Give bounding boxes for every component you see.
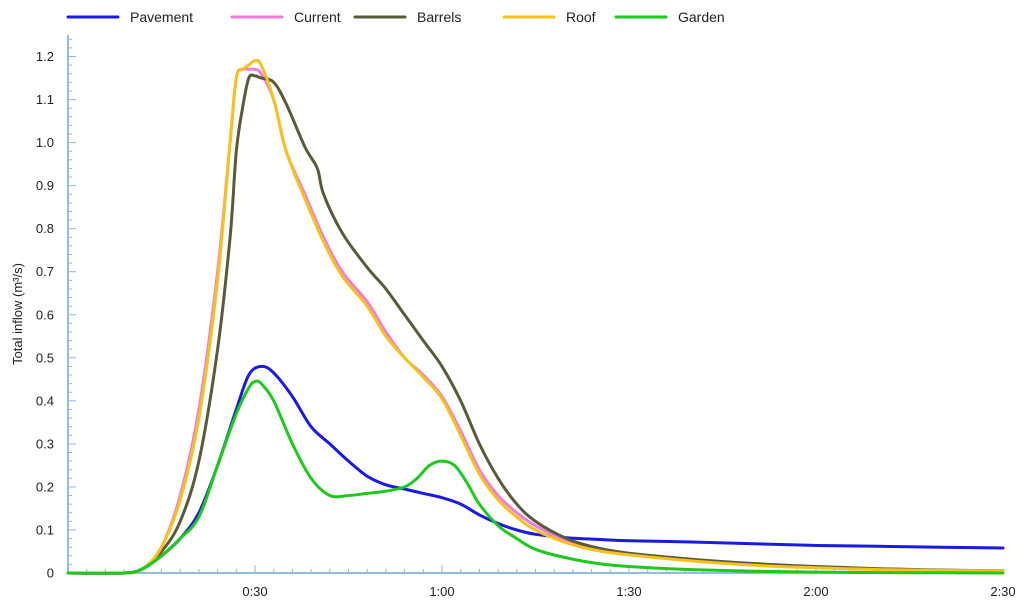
legend-label-barrels: Barrels bbox=[417, 9, 461, 25]
y-axis-title: Total inflow (m³/s) bbox=[10, 263, 25, 365]
y-tick-label: 0.3 bbox=[36, 436, 54, 451]
y-ticks: 0 0.1 0.2 0.3 0.4 0.5 0.6 0.7 0.8 0.9 1.0 1.1 1.2 bbox=[36, 38, 76, 581]
y-tick-label: 0.4 bbox=[36, 393, 54, 408]
legend-label-pavement: Pavement bbox=[130, 9, 193, 25]
y-tick-label: 0.1 bbox=[36, 522, 54, 537]
legend-label-current: Current bbox=[294, 9, 341, 25]
y-tick-label: 0.5 bbox=[36, 350, 54, 365]
y-tick-label: 0.8 bbox=[36, 221, 54, 236]
x-tick-label: 1:30 bbox=[616, 584, 641, 599]
series-line-pavement bbox=[66, 364, 1005, 575]
y-tick-label: 1.0 bbox=[36, 135, 54, 150]
x-tick-label: 0:30 bbox=[242, 584, 267, 599]
series-lines bbox=[66, 58, 1005, 575]
y-tick-label: 0.7 bbox=[36, 264, 54, 279]
series-line-garden bbox=[66, 379, 1005, 575]
series-line-current bbox=[66, 67, 1005, 575]
x-tick-label: 2:30 bbox=[990, 584, 1015, 599]
series-line-roof bbox=[66, 58, 1005, 575]
x-tick-label: 1:00 bbox=[429, 584, 454, 599]
legend-label-garden: Garden bbox=[678, 9, 725, 25]
x-tick-label: 2:00 bbox=[803, 584, 828, 599]
y-tick-label: 0.9 bbox=[36, 178, 54, 193]
y-tick-label: 0 bbox=[47, 566, 54, 581]
y-tick-label: 0.6 bbox=[36, 307, 54, 322]
y-tick-label: 0.2 bbox=[36, 479, 54, 494]
x-ticks: 0:30 1:00 1:30 2:00 2:30 bbox=[86, 565, 1016, 599]
legend: Pavement Current Barrels Roof Garden bbox=[66, 9, 725, 25]
y-tick-label: 1.1 bbox=[36, 92, 54, 107]
y-tick-label: 1.2 bbox=[36, 49, 54, 64]
legend-label-roof: Roof bbox=[566, 9, 596, 25]
series-line-barrels bbox=[66, 73, 1005, 575]
